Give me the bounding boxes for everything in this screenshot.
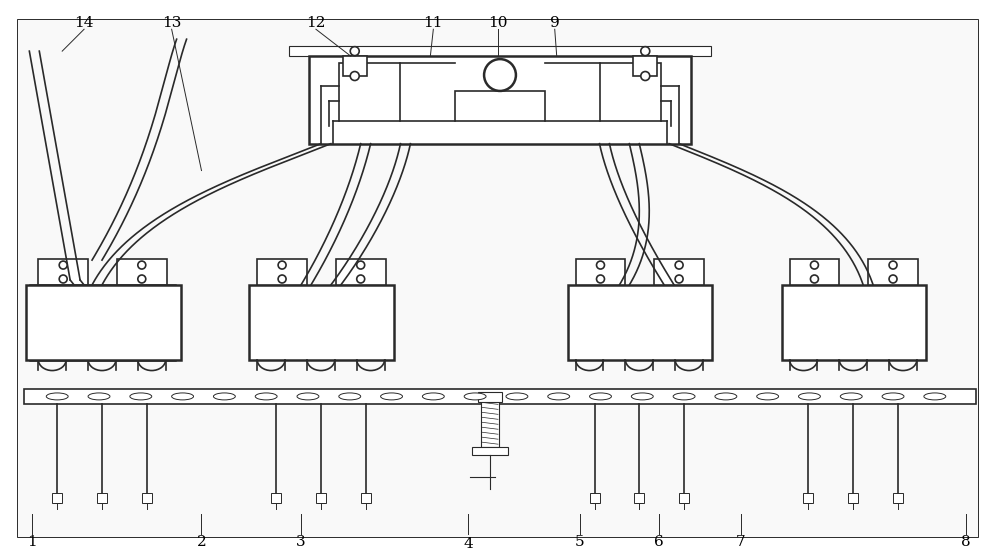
Text: 1: 1 [27,535,37,549]
Text: 13: 13 [162,16,181,30]
Bar [893,493,903,503]
Circle shape [889,261,897,269]
Ellipse shape [882,393,904,400]
Circle shape [597,275,604,283]
Bar [289,46,711,56]
Circle shape [357,275,365,283]
Bar [361,493,371,503]
Bar [472,447,508,455]
Ellipse shape [506,393,528,400]
Bar [30,285,175,359]
Ellipse shape [673,393,695,400]
Bar [478,392,502,402]
Circle shape [675,261,683,269]
Bar [634,493,644,503]
Bar [481,400,499,447]
Text: 11: 11 [424,16,443,30]
Bar [600,63,661,121]
Text: 2: 2 [197,535,206,549]
Circle shape [278,275,286,283]
Bar [336,259,386,285]
Ellipse shape [213,393,235,400]
Text: 14: 14 [74,16,94,30]
Text: 3: 3 [296,535,306,549]
Bar [654,259,704,285]
Ellipse shape [631,393,653,400]
Bar [271,493,281,503]
Circle shape [59,261,67,269]
Ellipse shape [130,393,152,400]
Circle shape [350,47,359,56]
Bar [868,259,918,285]
Ellipse shape [46,393,68,400]
Text: 9: 9 [550,16,560,30]
Bar [309,56,691,143]
Bar [633,56,657,76]
Circle shape [278,261,286,269]
Bar [790,259,839,285]
Bar [782,285,926,359]
Circle shape [350,71,359,80]
Bar [117,259,167,285]
Bar [52,493,62,503]
Ellipse shape [381,393,402,400]
Bar [339,63,400,121]
Ellipse shape [757,393,779,400]
Bar [26,285,181,359]
Circle shape [484,59,516,91]
Circle shape [59,275,67,283]
Ellipse shape [88,393,110,400]
Circle shape [597,261,604,269]
Bar [679,493,689,503]
Bar [590,493,600,503]
Ellipse shape [840,393,862,400]
Bar [316,493,326,503]
Circle shape [641,47,650,56]
Circle shape [810,261,818,269]
Circle shape [675,275,683,283]
Ellipse shape [548,393,570,400]
Bar [38,259,88,285]
Text: 6: 6 [654,535,664,549]
Ellipse shape [464,393,486,400]
Text: 5: 5 [575,535,584,549]
Bar [142,493,152,503]
Ellipse shape [590,393,611,400]
Text: 10: 10 [488,16,508,30]
Circle shape [810,275,818,283]
Ellipse shape [339,393,361,400]
Bar [257,259,307,285]
Circle shape [641,71,650,80]
Ellipse shape [255,393,277,400]
Text: 12: 12 [306,16,326,30]
Circle shape [889,275,897,283]
Ellipse shape [297,393,319,400]
Bar [803,493,813,503]
Circle shape [138,275,146,283]
Bar [576,259,625,285]
Ellipse shape [172,393,194,400]
Bar [455,91,545,121]
Text: 7: 7 [736,535,746,549]
Ellipse shape [715,393,737,400]
Bar [848,493,858,503]
Ellipse shape [924,393,946,400]
Bar [24,389,976,405]
Ellipse shape [422,393,444,400]
Text: 4: 4 [463,537,473,551]
Ellipse shape [799,393,820,400]
Circle shape [357,261,365,269]
Bar [568,285,712,359]
Bar [343,56,367,76]
Circle shape [138,261,146,269]
Text: 8: 8 [961,535,970,549]
Bar [97,493,107,503]
Bar [249,285,394,359]
